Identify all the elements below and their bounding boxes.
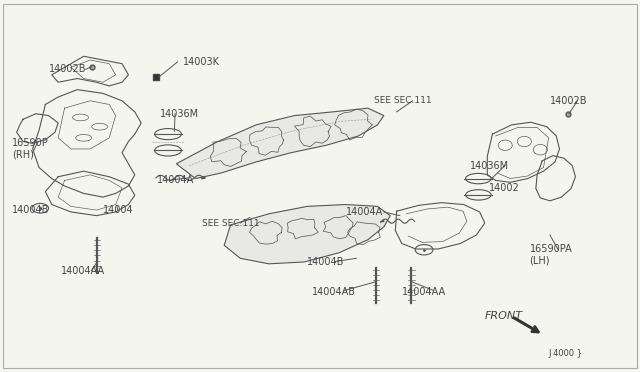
Text: 14004: 14004	[103, 205, 134, 215]
Text: 14002B: 14002B	[550, 96, 588, 106]
Text: 14004AA: 14004AA	[402, 286, 446, 296]
Text: 14004A: 14004A	[346, 207, 383, 217]
Text: 14004B: 14004B	[12, 205, 49, 215]
Text: 14002B: 14002B	[49, 64, 86, 74]
Text: 14036M: 14036M	[161, 109, 200, 119]
Text: 16590P
(RH): 16590P (RH)	[12, 138, 49, 160]
Text: SEE SEC.111: SEE SEC.111	[374, 96, 432, 105]
Text: 14004B: 14004B	[307, 257, 344, 267]
Text: FRONT: FRONT	[484, 311, 523, 321]
Polygon shape	[176, 108, 384, 179]
Text: J 4000 }: J 4000 }	[548, 349, 583, 358]
Polygon shape	[224, 205, 390, 264]
Text: 14004AB: 14004AB	[312, 286, 356, 296]
Text: 16590PA
(LH): 16590PA (LH)	[529, 244, 572, 265]
Text: SEE SEC.111: SEE SEC.111	[202, 219, 259, 228]
Text: 14004A: 14004A	[157, 176, 195, 185]
Text: 14002: 14002	[489, 183, 520, 193]
Text: 14004AA: 14004AA	[61, 266, 106, 276]
Text: 14003K: 14003K	[182, 57, 220, 67]
Text: 14036M: 14036M	[470, 161, 509, 171]
